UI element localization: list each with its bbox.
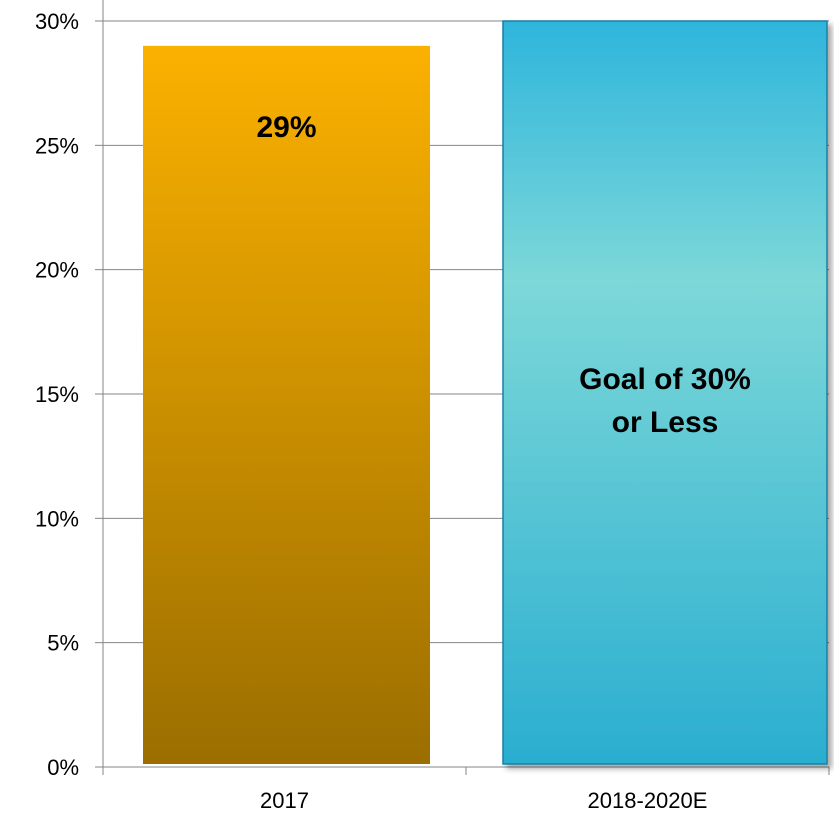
data-label: or Less (612, 406, 719, 439)
data-label: 29% (256, 111, 316, 144)
labels: 0% 5% 10% 15% 20% 25% 30% 2017 2018-2020E 29% Goal… (35, 9, 751, 813)
bar-2018-2020E (502, 20, 828, 765)
y-tick-label: 10% (35, 506, 79, 531)
x-tick-label: 2018-2020E (588, 788, 708, 813)
y-tick-label: 25% (35, 133, 79, 158)
y-tick-label: 30% (35, 9, 79, 34)
y-tick-label: 20% (35, 258, 79, 283)
bar-2017 (143, 45, 430, 765)
bars (143, 20, 828, 765)
data-label: Goal of 30% (579, 363, 751, 396)
y-tick-label: 15% (35, 382, 79, 407)
y-tick-label: 5% (47, 631, 79, 656)
y-tick-label: 0% (47, 755, 79, 780)
x-tick-label: 2017 (260, 788, 309, 813)
axes (95, 0, 830, 775)
